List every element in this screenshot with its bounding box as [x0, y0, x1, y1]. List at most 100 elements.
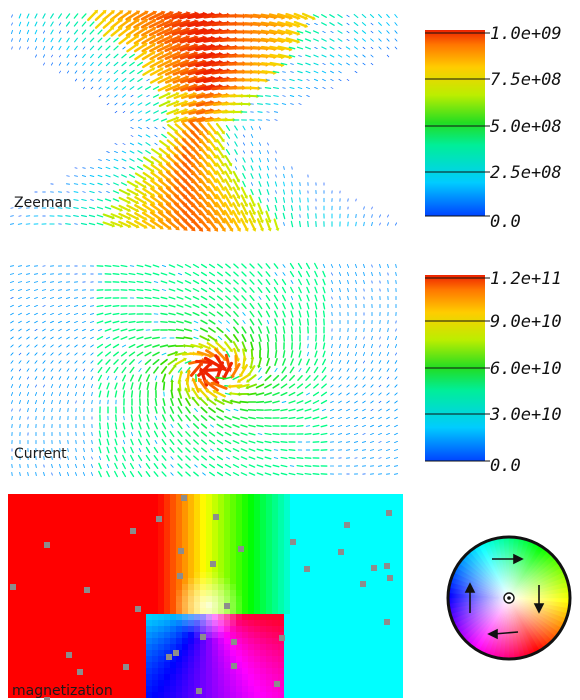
magnetization-cell — [98, 554, 105, 561]
magnetization-cell — [50, 494, 57, 501]
magnetization-cell — [278, 662, 285, 669]
magnetization-cell — [248, 512, 255, 519]
field-arrowhead — [296, 39, 301, 44]
magnetization-cell — [122, 542, 129, 549]
magnetization-cell — [392, 626, 399, 633]
field-arrow — [355, 335, 357, 341]
field-arrowhead — [252, 211, 256, 216]
magnetization-cell — [344, 506, 351, 513]
magnetization-cell — [356, 530, 363, 537]
field-arrow — [172, 76, 188, 84]
field-arrow — [134, 180, 146, 188]
magnetization-cell — [350, 566, 357, 573]
magnetization-cell — [308, 614, 315, 621]
field-arrow — [306, 358, 310, 366]
magnetization-cell — [290, 632, 297, 639]
field-arrow — [379, 336, 381, 340]
magnetization-cell — [146, 656, 153, 663]
magnetization-cell — [50, 614, 57, 621]
field-arrow — [98, 70, 102, 74]
magnetization-cell — [284, 542, 291, 549]
magnetization-cell — [164, 590, 171, 597]
field-arrow — [265, 218, 271, 230]
field-arrow — [238, 383, 250, 389]
magnetization-cell — [56, 614, 63, 621]
magnetization-cell — [392, 620, 399, 627]
magnetization-cell — [110, 584, 117, 591]
field-arrow — [363, 206, 365, 210]
magnetization-cell — [296, 506, 303, 513]
magnetization-cell — [134, 548, 141, 555]
field-arrow — [394, 440, 398, 444]
magnetization-cell — [320, 680, 327, 687]
magnetization-cell — [104, 494, 111, 501]
field-arrow — [185, 447, 191, 453]
field-arrow — [280, 464, 288, 468]
magnetization-cell — [182, 512, 189, 519]
field-arrow — [26, 392, 30, 396]
magnetization-cell — [236, 644, 243, 651]
field-arrow — [172, 68, 188, 76]
magnetization-cell — [320, 638, 327, 645]
field-arrow — [167, 351, 177, 357]
magnetization-cell — [302, 542, 309, 549]
magnetization-cell — [326, 632, 333, 639]
magnetization-cell — [38, 668, 45, 675]
field-arrow — [11, 400, 13, 404]
magnetization-cell — [74, 542, 81, 549]
field-arrow — [258, 357, 262, 367]
field-arrow — [223, 217, 233, 231]
field-arrow — [290, 205, 294, 211]
field-arrow — [290, 318, 294, 326]
field-arrow — [177, 397, 183, 407]
magnetization-cell — [326, 524, 333, 531]
field-arrow — [274, 212, 278, 220]
magnetization-cell — [362, 560, 369, 567]
field-arrowhead — [257, 365, 261, 369]
field-arrow — [250, 341, 254, 351]
field-arrow — [136, 297, 144, 299]
field-arrow — [160, 118, 168, 122]
field-arrow — [145, 471, 151, 477]
magnetization-cell — [332, 668, 339, 675]
field-arrow — [141, 51, 155, 61]
magnetization-cell — [356, 536, 363, 543]
field-arrow — [65, 305, 71, 307]
field-arrow — [256, 464, 264, 468]
field-arrow — [145, 142, 151, 146]
field-arrow — [207, 130, 217, 142]
magnetization-cell — [254, 560, 261, 567]
magnetization-cell — [368, 644, 375, 651]
field-arrow — [207, 334, 217, 342]
magnetization-cell — [62, 590, 69, 597]
magnetization-cell — [26, 680, 33, 687]
magnetization-cell — [278, 596, 285, 603]
field-arrow — [190, 161, 202, 175]
field-arrow — [82, 70, 86, 74]
magnetization-cell — [122, 620, 129, 627]
field-arrow — [312, 432, 320, 436]
field-arrow — [170, 472, 174, 476]
magnetization-cell — [218, 572, 225, 579]
magnetization-cell — [164, 686, 171, 693]
magnetization-cell — [92, 638, 99, 645]
magnetization-cell — [284, 692, 291, 698]
field-arrow — [97, 166, 103, 170]
field-arrow — [269, 61, 283, 67]
field-arrow — [274, 119, 278, 121]
field-arrow — [198, 121, 210, 135]
magnetization-cell — [122, 668, 129, 675]
field-arrowhead — [175, 116, 180, 121]
magnetization-cell — [122, 614, 129, 621]
field-arrowhead — [144, 18, 149, 23]
magnetization-cell — [260, 512, 267, 519]
field-arrow — [42, 37, 46, 43]
magnetization-cell — [296, 686, 303, 693]
magnetization-cell — [158, 668, 165, 675]
magnetization-cell — [254, 572, 261, 579]
field-arrow — [18, 312, 22, 316]
field-arrow — [216, 295, 224, 301]
magnetization-cell — [386, 518, 393, 525]
field-arrow — [25, 273, 31, 275]
magnetization-cell — [32, 662, 39, 669]
